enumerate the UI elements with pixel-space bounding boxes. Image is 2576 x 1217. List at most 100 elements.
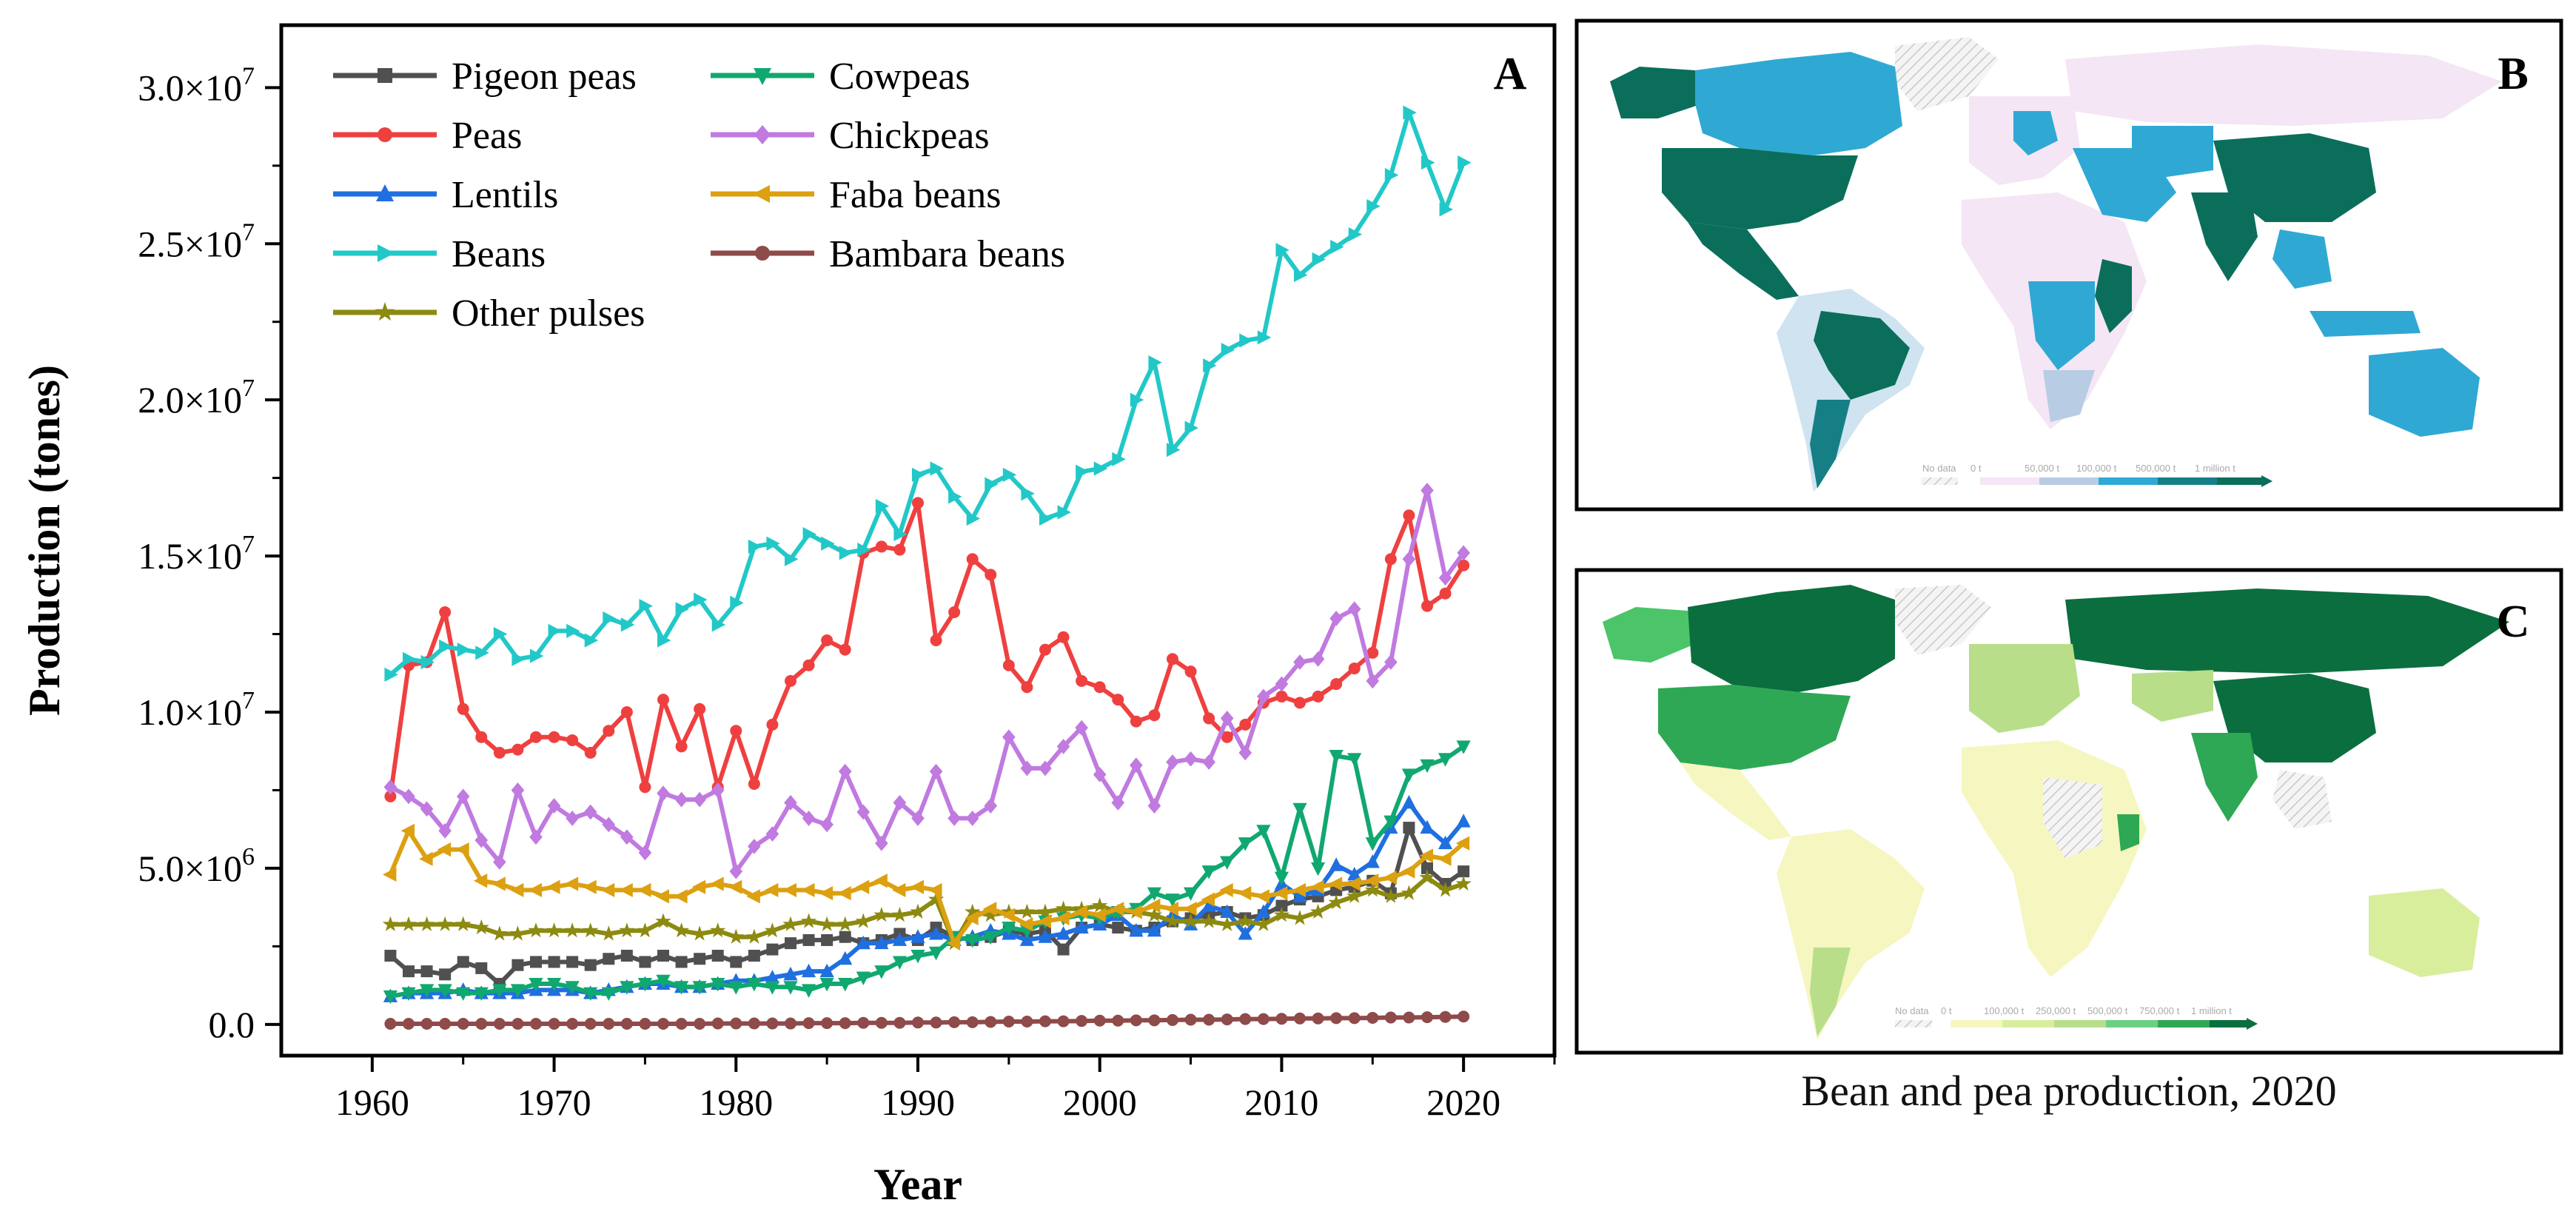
data-point-faba-beans — [1001, 908, 1015, 922]
data-point-chickpeas — [965, 811, 979, 826]
data-point-chickpeas — [729, 863, 743, 879]
data-point-bambara-beans — [1403, 1011, 1415, 1024]
data-point-cowpeas — [565, 981, 580, 995]
data-point-faba-beans — [1346, 876, 1361, 891]
data-point-chickpeas — [1347, 601, 1361, 617]
data-point-pigeon-peas — [530, 956, 542, 968]
data-point-pigeon-peas — [1057, 943, 1070, 956]
x-tick-label: 1990 — [881, 1082, 955, 1123]
legend-item-cowpeas: Cowpeas — [711, 56, 970, 98]
data-point-beans — [566, 623, 580, 638]
data-point-peas — [1057, 631, 1070, 643]
data-point-other-pulses — [1455, 875, 1472, 891]
map-b-indonesia — [2310, 311, 2421, 337]
data-point-chickpeas — [493, 854, 506, 870]
data-point-pigeon-peas — [657, 950, 669, 962]
map-c-legend-0: 0 t — [1941, 1005, 1952, 1016]
data-point-peas — [1112, 694, 1124, 706]
data-point-bambara-beans — [748, 1017, 760, 1030]
data-point-beans — [403, 651, 417, 666]
data-point-pigeon-peas — [475, 962, 488, 974]
data-point-cowpeas — [783, 981, 798, 995]
data-point-pigeon-peas — [748, 950, 760, 962]
legend-label-chickpeas: Chickpeas — [829, 115, 990, 157]
data-point-beans — [1002, 467, 1017, 483]
data-point-pigeon-peas — [1421, 862, 1433, 874]
data-point-peas — [839, 643, 851, 656]
data-point-cowpeas — [1401, 768, 1417, 782]
data-point-faba-beans — [765, 882, 779, 898]
data-point-chickpeas — [657, 785, 670, 802]
data-point-bambara-beans — [603, 1017, 615, 1030]
data-point-faba-beans — [928, 882, 942, 898]
data-point-other-pulses — [728, 928, 744, 944]
data-point-faba-beans — [383, 867, 397, 882]
data-point-bambara-beans — [875, 1016, 888, 1029]
map-c-legend-nodata: No data — [1895, 1005, 1929, 1016]
data-point-lentils — [1147, 922, 1162, 937]
data-point-cowpeas — [1147, 887, 1162, 902]
data-point-beans — [603, 611, 617, 626]
data-point-other-pulses — [1401, 885, 1418, 900]
data-point-faba-beans — [528, 882, 542, 898]
data-point-pigeon-peas — [802, 933, 815, 946]
data-point-bambara-beans — [1130, 1014, 1142, 1027]
data-point-beans — [875, 499, 890, 514]
data-point-other-pulses — [746, 928, 762, 944]
data-point-chickpeas — [620, 829, 634, 845]
data-point-cowpeas — [965, 933, 980, 948]
data-point-faba-beans — [746, 889, 760, 904]
legend-item-chickpeas: Chickpeas — [711, 115, 990, 157]
figure-caption: Bean and pea production, 2020 — [1801, 1067, 2337, 1115]
data-point-chickpeas — [674, 791, 688, 808]
data-point-lentils — [783, 966, 798, 981]
data-point-chickpeas — [402, 788, 415, 805]
data-point-chickpeas — [1257, 688, 1270, 705]
map-b-central-asia — [2132, 126, 2213, 178]
data-point-chickpeas — [875, 835, 888, 851]
line-chart: 1960 1970 1980 1990 2000 2010 2020 0.0 5.0×106 1.… — [20, 23, 1557, 1209]
data-point-beans — [985, 477, 999, 492]
map-c-legend-500k: 500,000 t — [2087, 1005, 2128, 1016]
data-point-other-pulses — [891, 907, 908, 922]
data-point-cowpeas — [601, 987, 616, 1002]
data-point-other-pulses — [782, 916, 799, 931]
data-point-lentils — [1074, 919, 1089, 934]
data-point-other-pulses — [873, 907, 890, 922]
data-point-cowpeas — [983, 931, 998, 945]
data-point-beans — [1421, 155, 1435, 170]
data-point-cowpeas — [1347, 753, 1362, 767]
data-point-beans — [675, 602, 689, 617]
data-point-cowpeas — [1238, 837, 1252, 851]
data-point-peas — [384, 790, 397, 802]
legend-label-other-pulses: Other pulses — [452, 292, 645, 335]
data-point-pigeon-peas — [694, 953, 706, 965]
data-point-peas — [1167, 653, 1178, 666]
data-point-peas — [1403, 509, 1415, 522]
data-point-peas — [1039, 643, 1051, 656]
data-point-peas — [1312, 690, 1324, 703]
data-point-peas — [766, 718, 779, 731]
data-point-faba-beans — [1328, 876, 1343, 891]
data-point-lentils — [819, 963, 834, 978]
map-c-greenland — [1895, 585, 1991, 655]
data-point-pigeon-peas — [839, 931, 851, 943]
x-tick-label: 1960 — [335, 1082, 409, 1123]
data-point-peas — [1366, 646, 1379, 659]
data-point-other-pulses — [492, 925, 508, 941]
legend-marker-beans — [378, 244, 395, 262]
map-c-se-asia — [2273, 770, 2332, 829]
data-point-other-pulses — [1055, 900, 1072, 916]
data-point-other-pulses — [1182, 913, 1199, 928]
data-point-pigeon-peas — [384, 950, 397, 962]
data-point-beans — [912, 467, 926, 483]
map-b-europe-blue — [2013, 111, 2058, 155]
data-point-peas — [439, 606, 452, 619]
data-point-faba-beans — [1219, 882, 1233, 898]
y-tick-label: 5.0×106 — [138, 843, 255, 889]
map-b-brazil — [1814, 311, 1910, 400]
data-point-peas — [1021, 681, 1033, 694]
map-c-usa — [1658, 685, 1851, 770]
data-point-chickpeas — [802, 811, 816, 826]
